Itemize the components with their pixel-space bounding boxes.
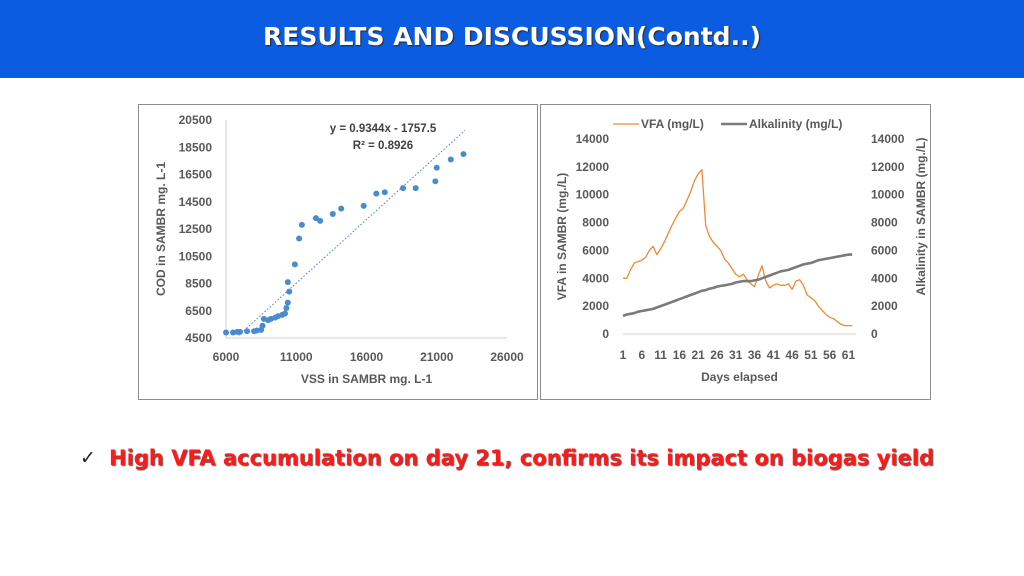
series-line-vfa <box>623 168 853 327</box>
y-tick-label: 8500 <box>185 277 212 291</box>
y-tick-label-right: 4000 <box>871 271 898 285</box>
data-point <box>412 185 419 192</box>
data-point <box>244 328 251 335</box>
data-point <box>298 221 305 228</box>
x-tick-label: 41 <box>767 348 781 362</box>
data-point <box>284 299 291 306</box>
y-axis-title: COD in SAMBR mg. L-1 <box>154 162 168 296</box>
data-point <box>433 164 440 171</box>
y-tick-label-left: 6000 <box>582 243 609 257</box>
data-point <box>283 305 290 312</box>
y-tick-label-left: 0 <box>602 327 609 341</box>
scatter-chart-panel: 4500 6500 8500 10500 12500 14500 16500 18500 205… <box>138 104 538 400</box>
x-tick-label: 16 <box>673 348 687 362</box>
series-line-alkalinity <box>622 253 853 318</box>
y-tick-label: 10500 <box>179 249 213 263</box>
x-tick-label: 26 <box>710 348 724 362</box>
x-tick-label: 11 <box>654 348 667 362</box>
data-point <box>432 178 439 185</box>
y-tick-label-right: 12000 <box>871 160 905 174</box>
data-point <box>400 185 407 192</box>
y-tick-label-left: 10000 <box>576 188 610 202</box>
x-tick-label: 31 <box>729 348 743 362</box>
x-tick-label: 16000 <box>350 350 384 364</box>
y-tick-label-right: 6000 <box>871 243 898 257</box>
data-point <box>291 261 298 268</box>
data-point <box>237 328 244 335</box>
x-axis-title: Days elapsed <box>701 370 778 384</box>
data-point <box>296 235 303 242</box>
x-tick-label: 11000 <box>280 350 313 364</box>
y-tick-label: 6500 <box>185 304 212 318</box>
x-tick-label: 6000 <box>213 350 240 364</box>
r-squared-label: R² = 0.8926 <box>353 140 413 152</box>
y-axis-title-right: Alkalinity in SAMBR (mg./L) <box>914 137 928 295</box>
x-tick-label: 26000 <box>490 350 524 364</box>
trendline-equation: y = 0.9344x - 1757.5 <box>330 123 437 135</box>
data-point <box>338 205 345 212</box>
x-tick-label: 1 <box>620 348 627 362</box>
data-point <box>373 190 380 197</box>
x-tick-label: 36 <box>748 348 762 362</box>
legend-label: Alkalinity (mg/L) <box>749 117 842 131</box>
y-tick-label-right: 8000 <box>871 216 898 230</box>
data-point <box>259 322 266 329</box>
x-tick-label: 6 <box>638 348 645 362</box>
x-tick-label: 51 <box>804 348 818 362</box>
data-point <box>317 217 324 224</box>
trendline <box>238 130 466 336</box>
y-tick-label-right: 10000 <box>871 188 905 202</box>
bullet-text: High VFA accumulation on day 21, confirm… <box>109 446 935 470</box>
x-tick-label: 46 <box>785 348 799 362</box>
y-tick-label-left: 14000 <box>576 132 610 146</box>
x-tick-label: 61 <box>842 348 856 362</box>
y-tick-label-left: 12000 <box>576 160 610 174</box>
line-chart-panel: 0 0 2000 2000 4000 4000 6000 6000 8000 8000 10000 1… <box>540 104 931 400</box>
check-icon: ✓ <box>80 447 96 469</box>
data-point <box>282 310 289 317</box>
y-tick-label: 16500 <box>179 168 213 182</box>
data-point <box>329 211 336 218</box>
x-tick-label: 21000 <box>420 350 454 364</box>
y-tick-label-left: 4000 <box>582 271 609 285</box>
legend-label: VFA (mg/L) <box>641 117 704 131</box>
y-tick-label: 20500 <box>179 113 213 127</box>
data-point <box>447 156 454 163</box>
data-point <box>360 202 367 209</box>
y-tick-label-right: 0 <box>871 327 878 341</box>
x-tick-label: 56 <box>823 348 837 362</box>
header-bar: RESULTS AND DISCUSSION(Contd..) <box>0 0 1024 78</box>
y-tick-label: 4500 <box>185 331 212 345</box>
x-axis-title: VSS in SAMBR mg. L-1 <box>301 372 433 386</box>
data-point <box>381 189 388 196</box>
y-tick-label-right: 2000 <box>871 299 898 313</box>
y-tick-label-left: 8000 <box>582 216 609 230</box>
y-tick-label: 12500 <box>179 222 213 236</box>
y-tick-label-left: 2000 <box>582 299 609 313</box>
data-point <box>223 329 229 336</box>
x-tick-label: 21 <box>691 348 705 362</box>
y-tick-label: 18500 <box>179 140 213 154</box>
data-point <box>460 151 467 158</box>
data-point <box>284 279 291 286</box>
data-point <box>286 288 293 295</box>
y-tick-label-right: 14000 <box>871 132 905 146</box>
slide-title: RESULTS AND DISCUSSION(Contd..) <box>263 22 761 51</box>
y-tick-label: 14500 <box>179 195 213 209</box>
y-axis-title-left: VFA in SAMBR (mg./L) <box>555 173 569 301</box>
scatter-chart: 4500 6500 8500 10500 12500 14500 16500 18500 205… <box>154 113 524 386</box>
line-chart: 0 0 2000 2000 4000 4000 6000 6000 8000 8000 10000 1… <box>555 117 928 384</box>
